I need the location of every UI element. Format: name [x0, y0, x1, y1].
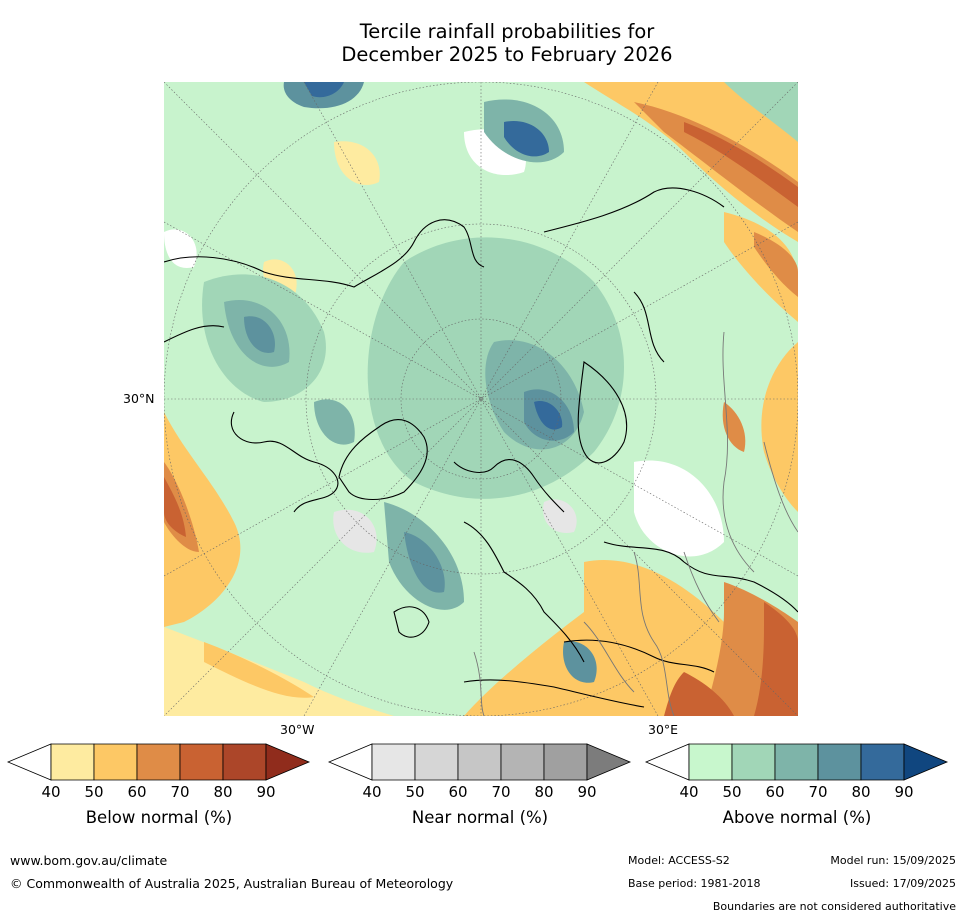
colorbar-tick-label: 60 — [127, 783, 147, 801]
footer-model: Model: ACCESS-S2 — [628, 854, 730, 867]
colorbar-segment-5 — [860, 743, 905, 781]
colorbar-segment-over — [586, 743, 632, 781]
colorbar-tick-label: 60 — [448, 783, 468, 801]
colorbar-tick-label: 90 — [256, 783, 276, 801]
colorbar-tick-label: 70 — [491, 783, 511, 801]
colorbar-tick-label: 80 — [213, 783, 233, 801]
colorbar-segment-under — [327, 743, 373, 781]
colorbar-tick-label: 50 — [405, 783, 425, 801]
coastlines — [164, 187, 798, 708]
graticule — [164, 82, 798, 716]
colorbar-tick-label: 40 — [679, 783, 699, 801]
colorbar-segment-4 — [179, 743, 224, 781]
title-line-2: December 2025 to February 2026 — [341, 43, 673, 66]
footer-url: www.bom.gov.au/climate — [10, 853, 168, 868]
footer-issued: Issued: 17/09/2025 — [849, 877, 956, 890]
title-line-1: Tercile rainfall probabilities for — [359, 20, 655, 43]
colorbar-segment-3 — [457, 743, 502, 781]
colorbar-tick-label: 80 — [534, 783, 554, 801]
polar-rainfall-map — [164, 82, 798, 716]
lon-label-30w: 30°W — [280, 722, 315, 737]
colorbar-label-near: Near normal (%) — [411, 808, 549, 827]
colorbar-tick-label: 70 — [808, 783, 828, 801]
colorbar-near-normal — [327, 743, 632, 781]
colorbar-segment-4 — [817, 743, 862, 781]
colorbar-tick-label: 80 — [851, 783, 871, 801]
colorbar-segment-1 — [50, 743, 95, 781]
colorbar-segment-under — [644, 743, 690, 781]
colorbar-segment-1 — [371, 743, 416, 781]
colorbar-segment-under — [6, 743, 52, 781]
colorbar-segment-over — [265, 743, 311, 781]
colorbar-label-above: Above normal (%) — [722, 808, 872, 827]
footer-boundaries-note: Boundaries are not considered authoritat… — [712, 900, 956, 913]
colorbar-below-normal — [6, 743, 311, 781]
colorbar-tick-label: 50 — [722, 783, 742, 801]
colorbar-tick-label: 60 — [765, 783, 785, 801]
lon-label-30e: 30°E — [648, 722, 679, 737]
colorbar-segment-2 — [93, 743, 138, 781]
colorbar-tick-label: 90 — [894, 783, 914, 801]
colorbar-tick-label: 40 — [362, 783, 382, 801]
colorbar-tick-label: 40 — [41, 783, 61, 801]
colorbar-tick-label: 90 — [577, 783, 597, 801]
footer-base-period: Base period: 1981-2018 — [628, 877, 761, 890]
chart-title: Tercile rainfall probabilities for Decem… — [0, 20, 965, 66]
above-normal-regions — [202, 82, 798, 683]
colorbar-segment-5 — [222, 743, 267, 781]
colorbar-segment-2 — [414, 743, 459, 781]
colorbar-segment-1 — [688, 743, 733, 781]
colorbar-segment-4 — [500, 743, 545, 781]
country-borders — [473, 331, 798, 716]
colorbar-label-below: Below normal (%) — [85, 808, 233, 827]
colorbar-tick-label: 70 — [170, 783, 190, 801]
colorbar-segment-5 — [543, 743, 588, 781]
footer-model-run: Model run: 15/09/2025 — [830, 854, 956, 867]
colorbar-segment-over — [903, 743, 949, 781]
footer-copyright: © Commonwealth of Australia 2025, Austra… — [10, 876, 454, 891]
lat-label-30n: 30°N — [123, 391, 155, 406]
colorbar-segment-2 — [731, 743, 776, 781]
colorbar-segment-3 — [136, 743, 181, 781]
colorbar-segment-3 — [774, 743, 819, 781]
colorbar-above-normal — [644, 743, 949, 781]
colorbar-tick-label: 50 — [84, 783, 104, 801]
